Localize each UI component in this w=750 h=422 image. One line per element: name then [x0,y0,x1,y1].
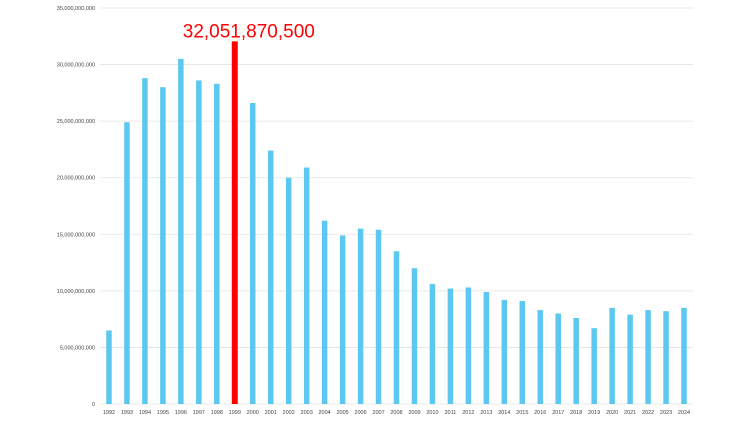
x-tick-label: 1996 [175,410,187,416]
y-tick-label: 15,000,000,000 [57,232,95,238]
x-tick-label: 2024 [678,410,690,416]
y-tick-label: 20,000,000,000 [57,176,95,182]
bar-2014 [501,299,508,404]
bar-1994 [142,78,148,405]
bar-2022 [645,310,651,404]
x-tick-label: 2012 [462,410,474,416]
x-tick-label: 2013 [480,410,492,416]
x-tick-label: 2018 [570,410,582,416]
x-tick-label: 2017 [552,410,564,416]
y-tick-label: 5,000,000,000 [60,345,95,351]
bars [106,41,687,405]
bar-2005 [339,235,346,404]
bar-2007 [375,229,382,404]
x-tick-label: 2021 [624,410,636,416]
x-axis-tick-labels: 1992 1993 1994 1995 1996 1997 1998 1999 2000 2001… [103,410,690,416]
x-tick-label: 1995 [157,410,169,416]
y-tick-label: 30,000,000,000 [57,63,95,69]
x-tick-label: 2009 [408,410,420,416]
bar-2012 [465,287,472,404]
x-tick-label: 2007 [372,410,384,416]
x-tick-label: 2010 [426,410,438,416]
y-tick-label: 35,000,000,000 [57,6,95,12]
bar-2023 [663,311,669,404]
bar-1996 [178,58,184,405]
x-tick-label: 1992 [103,410,115,416]
x-tick-label: 2019 [588,410,600,416]
bar-2000 [249,103,256,404]
x-tick-label: 2003 [301,410,313,416]
bar-2019 [591,328,597,404]
x-tick-label: 2023 [660,410,672,416]
y-tick-label: 0 [92,402,95,408]
bar-2002 [285,177,292,404]
bar-2001 [267,150,274,404]
x-tick-label: 2022 [642,410,654,416]
x-tick-label: 2020 [606,410,618,416]
bar-2006 [357,228,364,404]
x-tick-label: 1998 [211,410,223,416]
bar-highlight-1999 [231,41,238,404]
x-tick-label: 2001 [265,410,277,416]
bar-2010 [429,284,436,404]
x-tick-label: 2006 [354,410,366,416]
bar-2021 [627,314,633,404]
x-tick-label: 1997 [193,410,205,416]
x-tick-label: 2011 [444,410,456,416]
bar-2013 [483,291,490,404]
bar-2009 [411,268,418,404]
x-tick-label: 2005 [336,410,348,416]
y-axis-tick-labels: 0 5,000,000,000 10,000,000,000 15,000,000,0… [57,6,95,408]
y-tick-label: 25,000,000,000 [57,119,95,125]
bar-2003 [303,167,310,404]
bar-2024 [681,307,687,404]
y-tick-label: 10,000,000,000 [57,289,95,295]
x-tick-label: 1994 [139,410,151,416]
x-tick-label: 2004 [318,410,330,416]
x-tick-label: 2016 [534,410,546,416]
bar-2004 [321,220,328,404]
x-tick-label: 2002 [283,410,295,416]
bar-1992 [106,330,112,404]
bar-1995 [160,87,166,404]
bar-2018 [573,318,579,404]
bar-2011 [447,288,454,404]
bar-2017 [555,313,561,404]
bar-2008 [393,251,400,404]
bar-1998 [214,83,220,404]
x-tick-label: 2015 [516,410,528,416]
x-tick-label: 1993 [121,410,133,416]
highlight-value-label: 32,051,870,500 [183,21,315,42]
bar-1993 [124,122,130,404]
x-tick-label: 2000 [247,410,259,416]
x-tick-label: 2008 [390,410,402,416]
x-tick-label: 1999 [229,410,241,416]
x-tick-label: 2014 [498,410,510,416]
bar-2015 [519,301,526,404]
bar-2016 [537,310,544,404]
bar-1997 [196,80,202,404]
bar-2020 [609,307,615,404]
